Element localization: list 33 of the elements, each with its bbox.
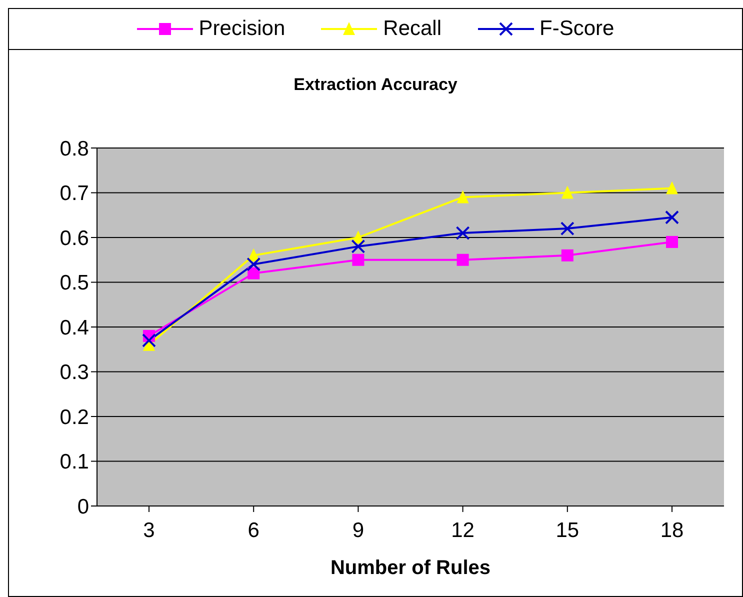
legend-label: F-Score xyxy=(540,17,614,41)
y-tick-label: 0 xyxy=(77,495,89,518)
chart-title: Extraction Accuracy xyxy=(292,75,458,95)
y-tick-label: 0.3 xyxy=(60,361,89,384)
point xyxy=(561,186,574,199)
x-tick-label: 6 xyxy=(248,518,260,542)
legend-label: Precision xyxy=(198,17,286,41)
point xyxy=(666,236,678,248)
y-tick-label: 0.8 xyxy=(60,137,89,160)
y-tick-label: 0.6 xyxy=(60,226,89,250)
point xyxy=(456,190,469,204)
point xyxy=(561,249,574,262)
point xyxy=(666,181,678,194)
y-tick-label: 0.2 xyxy=(60,406,89,429)
x-axis-title: Number of Rules xyxy=(330,557,491,579)
point xyxy=(456,254,469,266)
y-tick-label: 0.1 xyxy=(60,450,89,474)
point xyxy=(456,226,470,240)
x-tick-label: 12 xyxy=(451,518,474,542)
x-tick-label: 3 xyxy=(143,518,155,542)
y-tick-label: 0.4 xyxy=(60,316,90,340)
x-tick-label: 18 xyxy=(660,518,684,542)
y-tick-label: 0.7 xyxy=(60,182,89,206)
point xyxy=(560,222,574,236)
legend-label: Recall xyxy=(383,17,442,41)
point xyxy=(351,239,366,254)
y-tick-label: 0.5 xyxy=(60,272,89,295)
point xyxy=(142,333,156,348)
point xyxy=(665,210,679,224)
x-tick-label: 9 xyxy=(352,518,364,542)
point xyxy=(246,257,261,272)
x-tick-label: 15 xyxy=(556,518,580,542)
point xyxy=(352,254,364,266)
